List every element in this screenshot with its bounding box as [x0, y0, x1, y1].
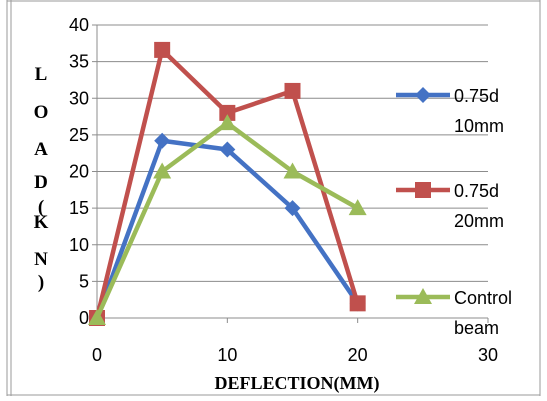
legend-marker-triangle [414, 288, 432, 304]
data-point-triangle [348, 199, 367, 216]
legend-entry: Control beam [396, 288, 512, 338]
legend-label: beam [454, 318, 499, 338]
y-axis-label-letter: ( [38, 197, 44, 218]
y-tick-label: 10 [69, 235, 89, 255]
y-tick-label: 20 [69, 162, 89, 182]
legend-label: Control [454, 288, 512, 308]
y-axis-label-letter: K [34, 212, 49, 233]
data-point-triangle [283, 162, 302, 179]
y-axis-label-letter: O [34, 102, 49, 123]
data-point-square [219, 104, 236, 121]
data-point-square [284, 82, 301, 99]
x-tick-label: 30 [478, 345, 498, 365]
data-point-diamond [284, 200, 301, 217]
y-tick-labels: 0 5 10 15 20 25 30 35 40 [69, 15, 89, 328]
data-point-diamond [154, 132, 171, 149]
legend-entry: 0.75d 10mm [396, 86, 504, 136]
data-point-triangle [88, 309, 106, 325]
y-tick-label: 30 [69, 88, 89, 108]
data-point-diamond [219, 141, 236, 158]
legend-marker-square [415, 182, 431, 198]
y-axis-label-letter: L [35, 64, 48, 85]
legend-label: 0.75d [454, 181, 499, 201]
series-2 [89, 41, 366, 326]
y-axis-label-letter: D [34, 172, 48, 193]
y-axis-label-letter: N [34, 249, 48, 270]
series-group [88, 41, 367, 326]
y-tick-label: 0 [79, 308, 89, 328]
x-tick-labels: 0 10 20 30 [92, 345, 498, 365]
series-1 [89, 132, 366, 326]
legend-entry: 0.75d 20mm [396, 181, 504, 231]
y-tick-label: 40 [69, 15, 89, 35]
data-point-square [349, 295, 366, 312]
legend: 0.75d 10mm 0.75d 20mm Control beam [396, 86, 512, 338]
y-tick-label: 35 [69, 52, 89, 72]
x-tick-label: 10 [217, 345, 237, 365]
x-tick-label: 0 [92, 345, 102, 365]
data-point-square [154, 41, 171, 58]
x-axis-label: DEFLECTION(MM) [215, 373, 380, 394]
data-point-triangle [153, 162, 172, 179]
y-axis-label-letter: ) [38, 272, 44, 293]
series-3 [88, 114, 367, 325]
legend-label: 0.75d [454, 86, 499, 106]
y-axis-label-letter: A [34, 139, 48, 160]
legend-marker-diamond [415, 87, 431, 103]
legend-label: 20mm [454, 211, 504, 231]
legend-label: 10mm [454, 116, 504, 136]
y-tick-label: 5 [79, 271, 89, 291]
y-tick-label: 15 [69, 198, 89, 218]
x-tick-label: 20 [348, 345, 368, 365]
data-point-triangle [218, 114, 237, 131]
y-tick-label: 25 [69, 125, 89, 145]
